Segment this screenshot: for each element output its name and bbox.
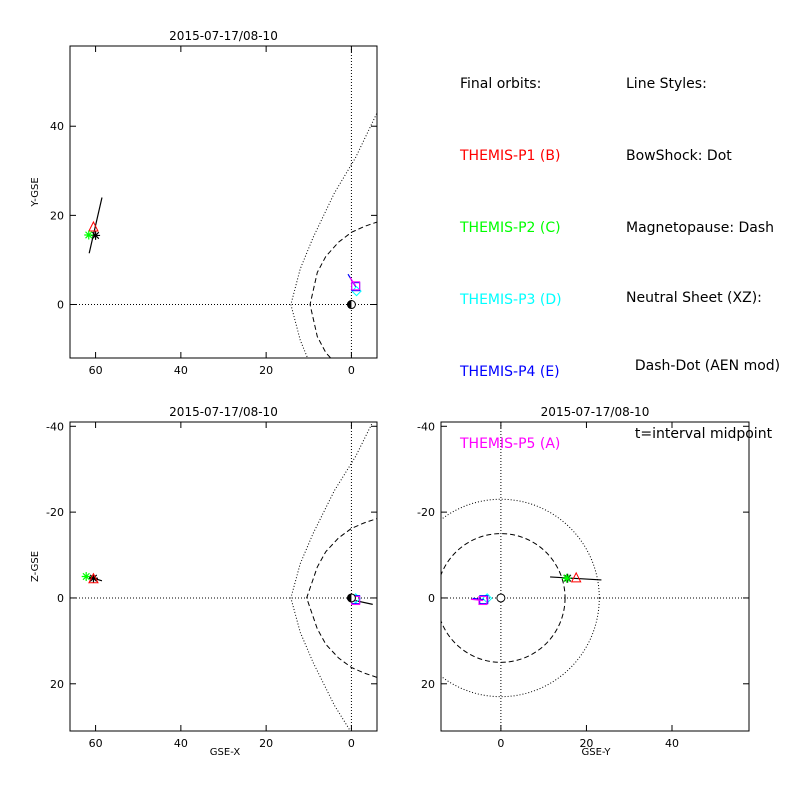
x-axis-label: GSE-Y xyxy=(582,747,612,758)
panel-yz: 0 20 40 20 0 -20 -40 2015-07-17/08-10 GSE-Y xyxy=(417,405,750,758)
plot-area-xz xyxy=(70,422,377,731)
y-tick-label: -40 xyxy=(417,420,435,433)
panel-xz: 60 40 20 0 20 0 -20 -40 2015-07-17/08-10 GSE-X Z-G… xyxy=(30,405,378,758)
y-axis-label: Z-GSE xyxy=(30,551,41,582)
magnetopause-curve xyxy=(309,221,377,358)
bowshock-circle xyxy=(441,498,600,698)
x-tick-label: 20 xyxy=(259,737,273,750)
plot-frame xyxy=(69,45,378,359)
line-style-bowshock: BowShock: Dot xyxy=(626,148,732,164)
y-tick-label: 20 xyxy=(421,678,435,691)
x-tick-label: 40 xyxy=(174,737,188,750)
orbit-marker-p1 xyxy=(88,572,99,584)
legend-probe-p5: THEMIS-P5 (A) xyxy=(460,436,561,452)
earth-night-side xyxy=(347,593,352,602)
x-tick-label: 20 xyxy=(579,737,593,750)
line-styles-title: Line Styles: xyxy=(626,76,707,92)
earth-icon xyxy=(496,593,506,603)
legend-probe-p3: THEMIS-P3 (D) xyxy=(460,292,562,308)
y-tick-label: -20 xyxy=(417,506,435,519)
x-axis-label: GSE-X xyxy=(210,747,241,758)
orbit-segment-p4 xyxy=(472,597,484,601)
orbit-marker-p2 xyxy=(84,230,94,240)
y-tick-label: 20 xyxy=(50,678,64,691)
bowshock-curve xyxy=(290,112,377,358)
plot-frame xyxy=(69,421,378,732)
orbit-marker-p5 xyxy=(351,281,361,291)
line-style-magnetopause: Magnetopause: Dash xyxy=(626,220,775,236)
legend-probe-p2: THEMIS-P2 (C) xyxy=(460,220,561,236)
x-tick-label: 60 xyxy=(89,737,103,750)
line-style-dash-dot: Dash-Dot (AEN mod) xyxy=(626,358,781,374)
line-styles-legend: Line Styles: BowShock: Dot Magnetopause:… xyxy=(626,24,780,468)
orbit-marker-p1 xyxy=(88,220,99,232)
chart-title: 2015-07-17/08-10 xyxy=(169,405,278,419)
x-tick-label: 40 xyxy=(174,364,188,377)
extra-line-asterisk-0 xyxy=(88,573,98,583)
y-tick-label: -40 xyxy=(46,420,64,433)
orbit-marker-p2 xyxy=(562,573,572,583)
x-tick-label: 0 xyxy=(348,364,355,377)
magnetopause-circle xyxy=(441,533,566,663)
legend-probe-p1: THEMIS-P1 (B) xyxy=(460,148,561,164)
extra-line-0 xyxy=(550,576,602,581)
plot-frame xyxy=(440,421,750,732)
bowshock-curve xyxy=(290,422,374,731)
x-tick-label: 20 xyxy=(259,364,273,377)
y-tick-label: 0 xyxy=(57,299,64,312)
plot-area-xy xyxy=(70,46,377,358)
x-tick-label: 0 xyxy=(348,737,355,750)
final-orbits-title: Final orbits: xyxy=(460,76,542,92)
chart-title: 2015-07-17/08-10 xyxy=(541,405,650,419)
plot-area-yz xyxy=(441,422,749,731)
earth-night-side xyxy=(347,300,352,309)
final-orbits-legend: Final orbits: THEMIS-P1 (B) THEMIS-P2 (C… xyxy=(460,24,562,480)
line-style-interval: t=interval midpoint xyxy=(626,426,773,442)
orbit-marker-p2 xyxy=(81,572,91,581)
orbit-marker-p5 xyxy=(478,596,488,606)
x-tick-label: 40 xyxy=(665,737,679,750)
legend-probe-p4: THEMIS-P4 (E) xyxy=(460,364,560,380)
y-tick-label: 40 xyxy=(50,120,64,133)
y-tick-label: 0 xyxy=(428,592,435,605)
x-tick-label: 60 xyxy=(89,364,103,377)
y-axis-label: Y-GSE xyxy=(30,177,41,207)
panel-xy: 60 40 20 0 0 20 40 2015-07-17/08-10 Y-GSE xyxy=(30,29,378,377)
extra-line-asterisk-0 xyxy=(91,230,101,240)
chart-title: 2015-07-17/08-10 xyxy=(169,29,278,43)
line-style-neutral-sheet: Neutral Sheet (XZ): xyxy=(626,290,762,306)
orbit-marker-p1 xyxy=(570,571,582,583)
y-tick-label: -20 xyxy=(46,506,64,519)
y-tick-label: 20 xyxy=(50,209,64,222)
x-tick-label: 0 xyxy=(497,737,504,750)
magnetopause-curve xyxy=(306,518,377,678)
orbit-segment-p5 xyxy=(470,598,483,602)
y-tick-label: 0 xyxy=(57,592,64,605)
